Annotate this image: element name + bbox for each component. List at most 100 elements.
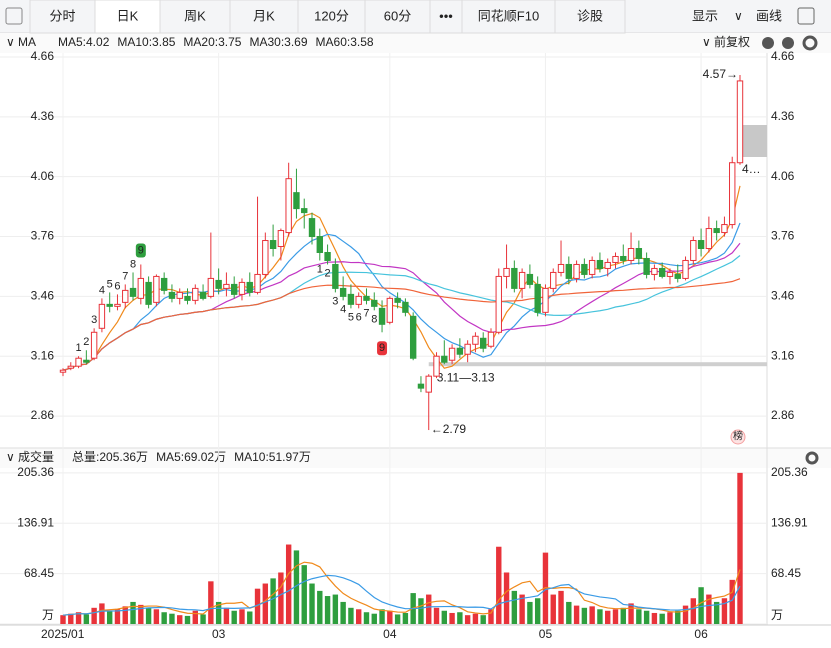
candle-body bbox=[581, 263, 588, 275]
legend-item: MA10:51.97万 bbox=[234, 450, 311, 464]
volume-bar bbox=[449, 612, 455, 624]
settings[interactable] bbox=[805, 451, 819, 465]
candle-body bbox=[160, 277, 168, 291]
volume-bar bbox=[628, 603, 634, 624]
volume-bar bbox=[519, 594, 525, 624]
candle-body bbox=[75, 357, 82, 367]
settings[interactable] bbox=[802, 35, 818, 51]
layout-icon[interactable] bbox=[797, 7, 815, 25]
candle-body bbox=[339, 287, 347, 297]
volume-bar bbox=[278, 572, 284, 624]
volume-bar bbox=[379, 609, 385, 624]
candle-body bbox=[316, 236, 323, 253]
tab-label[interactable]: 周K bbox=[184, 8, 206, 23]
candle-body bbox=[448, 347, 456, 361]
candle-body bbox=[277, 230, 285, 248]
tab-label[interactable]: 月K bbox=[253, 8, 275, 23]
candle-body bbox=[192, 287, 199, 301]
volume-bar bbox=[231, 610, 237, 624]
candle-body bbox=[736, 80, 744, 164]
tab-label[interactable]: 日K bbox=[117, 8, 139, 23]
legend-item: MA5:4.02 bbox=[58, 35, 110, 49]
volume-bar bbox=[573, 605, 580, 624]
candle-body bbox=[542, 287, 549, 313]
volume-bar bbox=[558, 590, 564, 624]
tab-label[interactable]: 分时 bbox=[49, 8, 75, 23]
candle-body bbox=[705, 228, 713, 250]
candle-body bbox=[293, 192, 300, 210]
sequence-label: 8 bbox=[130, 258, 136, 270]
candle-body bbox=[386, 297, 394, 323]
volume-bar bbox=[184, 615, 191, 624]
y-tick-label-right: 3.46 bbox=[771, 289, 795, 303]
candle-body bbox=[67, 365, 74, 369]
candle-body bbox=[285, 178, 292, 234]
toolbar-button[interactable]: 显示 bbox=[692, 8, 718, 23]
volume-bar bbox=[612, 609, 619, 624]
volume-bar bbox=[161, 612, 167, 624]
volume-bar bbox=[122, 606, 128, 624]
candle-body bbox=[588, 259, 596, 275]
y-tick-label: 205.36 bbox=[17, 465, 54, 479]
toolbar-button[interactable]: 画线 bbox=[756, 8, 782, 23]
volume-bar bbox=[643, 610, 650, 624]
price-annotation: 4.57→ bbox=[703, 67, 738, 81]
volume-bar bbox=[675, 610, 681, 624]
candle-body bbox=[238, 281, 246, 295]
zoom-out[interactable] bbox=[782, 37, 794, 49]
menu-icon[interactable] bbox=[5, 7, 23, 25]
ma-line bbox=[62, 222, 741, 371]
candle-body bbox=[464, 343, 471, 355]
volume-bar bbox=[426, 594, 432, 624]
volume-bar bbox=[566, 601, 572, 624]
tab-label[interactable]: 120分 bbox=[314, 8, 349, 23]
tab-label[interactable]: 同花顺F10 bbox=[478, 8, 539, 23]
volume-bar bbox=[659, 613, 665, 624]
candle-body bbox=[487, 331, 495, 347]
collapse-icon[interactable]: ∨ bbox=[6, 35, 15, 49]
volume-bar bbox=[356, 609, 362, 624]
tab[interactable] bbox=[554, 0, 626, 34]
volume-bar bbox=[698, 587, 704, 624]
volume-bar bbox=[192, 610, 198, 624]
support-label: 3.11—3.13 bbox=[437, 370, 495, 384]
y-tick-label-right: 4.36 bbox=[771, 109, 795, 123]
sequence-label: 2 bbox=[83, 336, 89, 348]
volume-bar bbox=[706, 594, 712, 624]
sequence-label: 1 bbox=[317, 263, 323, 275]
candle-body bbox=[635, 248, 643, 259]
support-band bbox=[428, 362, 767, 367]
volume-bar bbox=[480, 615, 486, 624]
tab-label[interactable]: 诊股 bbox=[577, 8, 603, 23]
sequence-label: 7 bbox=[363, 307, 369, 319]
volume-bar bbox=[270, 578, 276, 624]
volume-bar bbox=[511, 590, 518, 624]
sequence-label: 1 bbox=[76, 342, 82, 354]
x-tick-label: 04 bbox=[383, 627, 397, 641]
dropdown-arrow[interactable]: ∨ bbox=[734, 9, 743, 23]
volume-bar bbox=[247, 611, 253, 624]
volume-bar bbox=[472, 613, 479, 624]
candle-body bbox=[254, 273, 261, 293]
volume-bar bbox=[223, 607, 230, 624]
candle-body bbox=[565, 263, 573, 279]
candle-body bbox=[557, 263, 565, 273]
indicator-name: MA bbox=[18, 35, 36, 49]
tab-label[interactable]: 60分 bbox=[384, 8, 411, 23]
candle-body bbox=[550, 271, 557, 289]
candle-body bbox=[308, 218, 316, 238]
volume-bar bbox=[239, 609, 245, 624]
sequence-label: 8 bbox=[371, 313, 377, 325]
y-tick-label: 68.45 bbox=[24, 566, 54, 580]
zoom-in[interactable] bbox=[762, 37, 774, 49]
y-tick-label: 4.36 bbox=[31, 109, 55, 123]
badge-label[interactable]: 榜 bbox=[733, 430, 743, 443]
adjust-mode[interactable]: 前复权 bbox=[714, 34, 750, 49]
y-tick-label: 136.91 bbox=[17, 515, 54, 529]
tab-label[interactable]: ••• bbox=[439, 8, 453, 23]
legend-item: MA5:69.02万 bbox=[156, 450, 226, 464]
volume-bar bbox=[106, 610, 113, 624]
legend-item: MA30:3.69 bbox=[249, 35, 307, 49]
collapse-icon[interactable]: ∨ bbox=[6, 450, 15, 464]
volume-header bbox=[0, 448, 831, 468]
